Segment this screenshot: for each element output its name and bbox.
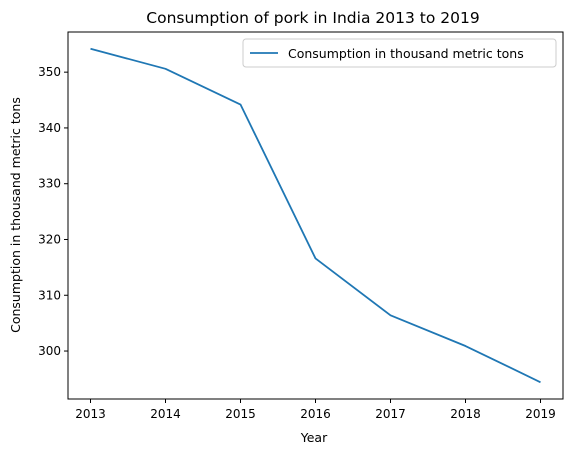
x-tick-label: 2013 bbox=[75, 407, 106, 421]
legend-box bbox=[242, 38, 557, 68]
y-tick-label: 300 bbox=[38, 344, 61, 358]
x-tick-label: 2017 bbox=[375, 407, 406, 421]
y-tick-label: 310 bbox=[38, 288, 61, 302]
series-layer bbox=[90, 47, 541, 384]
x-tick-label: 2014 bbox=[150, 407, 181, 421]
y-tick-label: 350 bbox=[38, 65, 61, 79]
y-tick-label: 320 bbox=[38, 232, 61, 246]
x-tick-label: 2019 bbox=[525, 407, 556, 421]
x-tick-label: 2018 bbox=[450, 407, 481, 421]
legend: Consumption in thousand metric tons bbox=[242, 38, 557, 68]
chart-title: Consumption of pork in India 2013 to 201… bbox=[146, 9, 479, 27]
x-axis-label: Year bbox=[300, 430, 328, 445]
y-tick-label: 330 bbox=[38, 177, 61, 191]
legend-label: Consumption in thousand metric tons bbox=[288, 46, 524, 61]
y-tick-label: 340 bbox=[38, 121, 61, 135]
series-line bbox=[90, 47, 541, 384]
x-tick-label: 2015 bbox=[225, 407, 256, 421]
y-axis-label: Consumption in thousand metric tons bbox=[8, 97, 23, 333]
x-tick-label: 2016 bbox=[300, 407, 331, 421]
plot-frame bbox=[67, 31, 564, 400]
x-axis: 2013 2014 2015 2016 2017 2018 2019 bbox=[75, 399, 556, 421]
y-axis: 300 310 320 330 340 350 bbox=[38, 65, 68, 358]
